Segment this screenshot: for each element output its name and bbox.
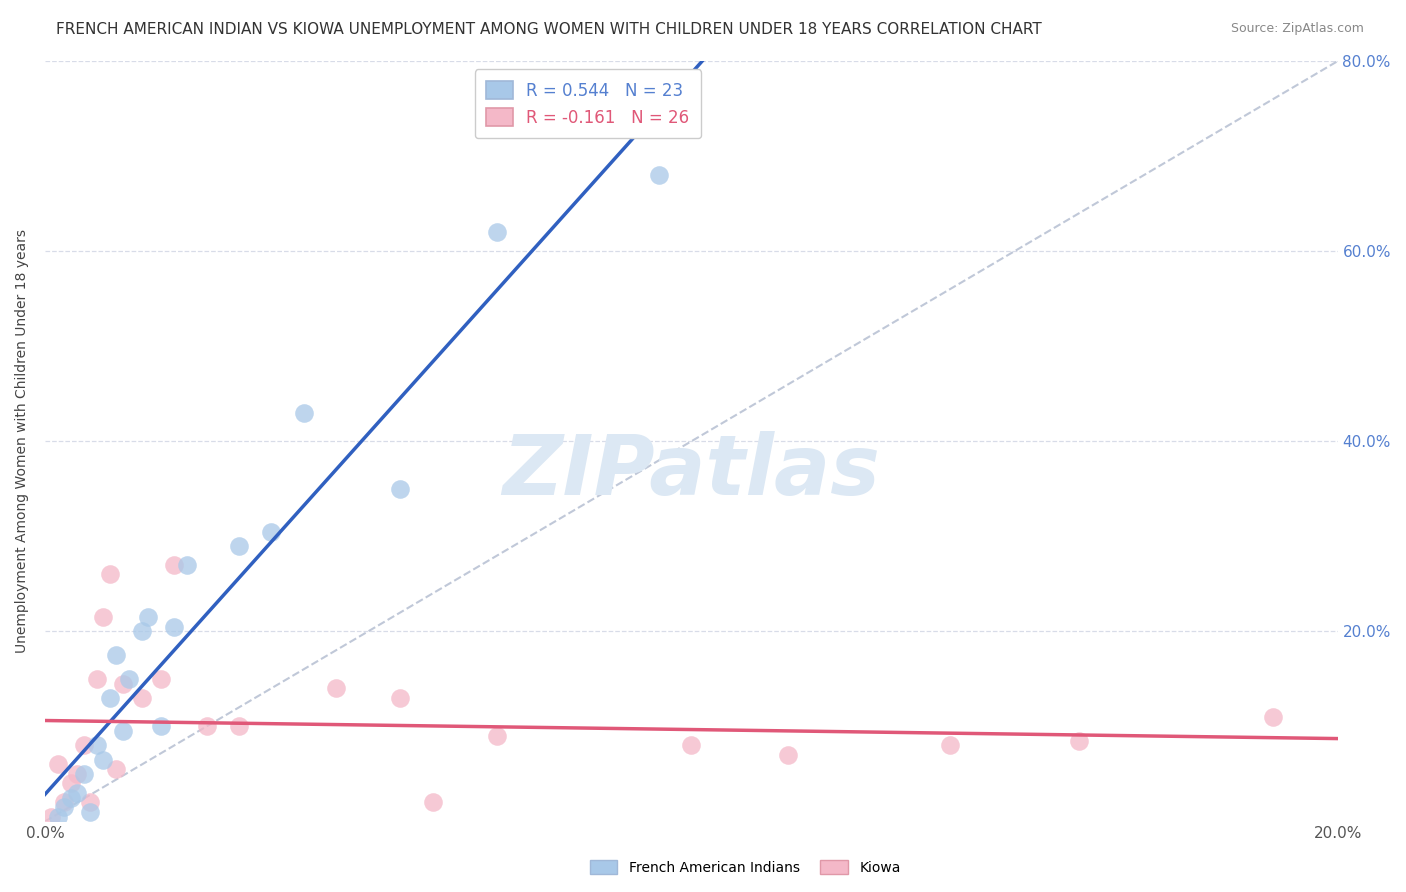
Point xyxy=(105,762,128,776)
Y-axis label: Unemployment Among Women with Children Under 18 years: Unemployment Among Women with Children U… xyxy=(15,229,30,653)
Point xyxy=(228,719,250,733)
Point xyxy=(131,624,153,639)
Point xyxy=(648,168,671,182)
Point xyxy=(105,648,128,662)
Point xyxy=(389,690,412,705)
Point xyxy=(138,610,160,624)
Point xyxy=(1261,710,1284,724)
Point xyxy=(73,739,96,753)
Point xyxy=(79,796,101,810)
Legend: French American Indians, Kiowa: French American Indians, Kiowa xyxy=(583,855,907,880)
Point xyxy=(98,567,121,582)
Point xyxy=(66,767,89,781)
Point xyxy=(681,739,703,753)
Point xyxy=(228,539,250,553)
Point xyxy=(195,719,218,733)
Point xyxy=(46,757,69,772)
Point xyxy=(79,805,101,819)
Point xyxy=(91,610,114,624)
Point xyxy=(111,724,134,739)
Text: ZIPatlas: ZIPatlas xyxy=(502,431,880,512)
Point xyxy=(41,810,63,824)
Point xyxy=(86,672,108,686)
Point xyxy=(66,786,89,800)
Point xyxy=(59,790,82,805)
Point xyxy=(176,558,198,572)
Point xyxy=(939,739,962,753)
Point xyxy=(325,681,347,696)
Point xyxy=(91,753,114,767)
Text: Source: ZipAtlas.com: Source: ZipAtlas.com xyxy=(1230,22,1364,36)
Point xyxy=(131,690,153,705)
Point xyxy=(150,719,173,733)
Point xyxy=(53,800,76,814)
Point xyxy=(46,810,69,824)
Point xyxy=(86,739,108,753)
Point xyxy=(292,406,315,420)
Point xyxy=(53,796,76,810)
Point xyxy=(486,225,509,239)
Point xyxy=(422,796,444,810)
Point xyxy=(118,672,141,686)
Point xyxy=(389,482,412,496)
Point xyxy=(111,676,134,690)
Point xyxy=(59,776,82,790)
Point xyxy=(260,524,283,539)
Point xyxy=(150,672,173,686)
Point xyxy=(778,747,800,762)
Point xyxy=(163,558,186,572)
Text: FRENCH AMERICAN INDIAN VS KIOWA UNEMPLOYMENT AMONG WOMEN WITH CHILDREN UNDER 18 : FRENCH AMERICAN INDIAN VS KIOWA UNEMPLOY… xyxy=(56,22,1042,37)
Point xyxy=(486,729,509,743)
Point xyxy=(163,619,186,633)
Point xyxy=(98,690,121,705)
Point xyxy=(1069,733,1091,747)
Point xyxy=(73,767,96,781)
Legend: R = 0.544   N = 23, R = -0.161   N = 26: R = 0.544 N = 23, R = -0.161 N = 26 xyxy=(475,70,702,138)
